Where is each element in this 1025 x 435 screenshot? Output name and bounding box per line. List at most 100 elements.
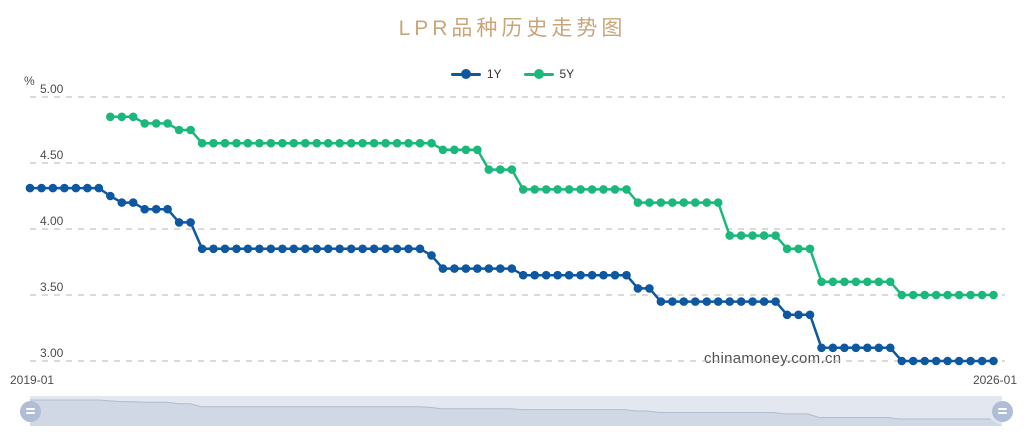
data-point-1y[interactable] (805, 310, 815, 320)
data-point-1y[interactable] (48, 183, 58, 193)
datazoom-slider[interactable] (19, 396, 1013, 426)
data-point-5y[interactable] (805, 244, 815, 254)
data-point-5y[interactable] (794, 244, 803, 254)
data-point-5y[interactable] (943, 290, 952, 300)
data-point-5y[interactable] (197, 138, 207, 148)
data-point-5y[interactable] (289, 138, 299, 148)
data-point-5y[interactable] (771, 231, 780, 240)
data-point-1y[interactable] (427, 251, 436, 260)
data-point-5y[interactable] (587, 185, 597, 194)
data-point-1y[interactable] (450, 264, 459, 273)
data-point-5y[interactable] (576, 185, 585, 194)
data-point-1y[interactable] (645, 284, 654, 293)
data-point-1y[interactable] (668, 297, 677, 306)
data-point-5y[interactable] (186, 125, 195, 135)
data-point-5y[interactable] (415, 138, 425, 148)
data-point-1y[interactable] (266, 244, 276, 254)
data-point-1y[interactable] (587, 270, 597, 280)
data-point-5y[interactable] (174, 125, 184, 135)
data-point-1y[interactable] (128, 198, 138, 207)
data-point-1y[interactable] (71, 183, 81, 193)
data-point-1y[interactable] (83, 183, 92, 193)
data-point-1y[interactable] (186, 218, 195, 227)
data-point-1y[interactable] (25, 183, 35, 193)
data-point-5y[interactable] (564, 185, 574, 194)
data-point-1y[interactable] (473, 264, 482, 273)
data-point-1y[interactable] (599, 270, 608, 280)
data-point-5y[interactable] (645, 198, 654, 207)
data-point-1y[interactable] (828, 343, 838, 353)
data-point-1y[interactable] (977, 356, 987, 366)
data-point-5y[interactable] (897, 290, 907, 300)
data-point-1y[interactable] (966, 356, 975, 366)
data-point-5y[interactable] (931, 290, 941, 300)
data-point-1y[interactable] (702, 297, 712, 306)
data-point-5y[interactable] (599, 185, 608, 194)
data-point-1y[interactable] (151, 204, 161, 214)
data-point-5y[interactable] (438, 145, 448, 155)
data-point-5y[interactable] (748, 231, 757, 240)
data-point-5y[interactable] (977, 290, 987, 300)
data-point-1y[interactable] (243, 244, 253, 254)
data-point-1y[interactable] (748, 297, 757, 306)
data-point-1y[interactable] (840, 343, 849, 353)
data-point-1y[interactable] (679, 297, 689, 306)
legend-item-5y[interactable]: 5Y (523, 67, 574, 81)
data-point-1y[interactable] (346, 244, 356, 254)
data-point-5y[interactable] (553, 185, 562, 194)
data-point-5y[interactable] (656, 198, 666, 207)
data-point-5y[interactable] (450, 145, 459, 155)
data-point-5y[interactable] (128, 112, 138, 122)
data-point-5y[interactable] (140, 119, 149, 128)
data-point-5y[interactable] (736, 231, 746, 240)
data-point-1y[interactable] (564, 270, 574, 280)
data-point-1y[interactable] (404, 244, 413, 254)
datazoom-handle-right-icon[interactable] (991, 400, 1013, 422)
data-point-1y[interactable] (232, 244, 241, 254)
data-point-1y[interactable] (255, 244, 264, 254)
data-point-1y[interactable] (874, 343, 884, 353)
data-point-5y[interactable] (278, 138, 287, 148)
data-point-5y[interactable] (702, 198, 712, 207)
data-point-1y[interactable] (392, 244, 402, 254)
data-point-1y[interactable] (60, 183, 69, 193)
data-point-5y[interactable] (622, 185, 631, 194)
data-point-5y[interactable] (920, 290, 929, 300)
data-point-5y[interactable] (243, 138, 253, 148)
data-point-5y[interactable] (117, 112, 127, 122)
data-point-1y[interactable] (197, 244, 207, 254)
data-point-5y[interactable] (966, 290, 975, 300)
data-point-1y[interactable] (496, 264, 505, 273)
data-point-1y[interactable] (736, 297, 746, 306)
data-point-5y[interactable] (461, 145, 471, 155)
legend-item-1y[interactable]: 1Y (450, 67, 502, 81)
data-point-1y[interactable] (920, 356, 929, 366)
data-point-5y[interactable] (610, 185, 620, 194)
data-point-5y[interactable] (886, 277, 895, 287)
data-point-5y[interactable] (817, 277, 826, 287)
data-point-5y[interactable] (358, 138, 367, 148)
data-point-5y[interactable] (392, 138, 402, 148)
data-point-1y[interactable] (771, 297, 780, 306)
data-point-5y[interactable] (782, 244, 792, 254)
data-point-1y[interactable] (633, 284, 643, 293)
data-point-1y[interactable] (794, 310, 803, 320)
data-point-5y[interactable] (312, 138, 322, 148)
data-point-5y[interactable] (530, 185, 539, 194)
data-point-1y[interactable] (163, 204, 172, 214)
data-point-5y[interactable] (874, 277, 884, 287)
datazoom-handle-left-icon[interactable] (19, 400, 41, 422)
data-point-1y[interactable] (278, 244, 287, 254)
data-point-1y[interactable] (691, 297, 700, 306)
data-point-5y[interactable] (255, 138, 264, 148)
data-point-5y[interactable] (369, 138, 379, 148)
data-point-5y[interactable] (106, 112, 115, 122)
data-point-5y[interactable] (507, 165, 517, 174)
data-point-5y[interactable] (908, 290, 918, 300)
data-point-1y[interactable] (209, 244, 218, 254)
data-point-5y[interactable] (151, 119, 161, 128)
data-point-1y[interactable] (323, 244, 333, 254)
data-point-1y[interactable] (863, 343, 872, 353)
data-point-1y[interactable] (553, 270, 562, 280)
data-point-5y[interactable] (496, 165, 505, 174)
